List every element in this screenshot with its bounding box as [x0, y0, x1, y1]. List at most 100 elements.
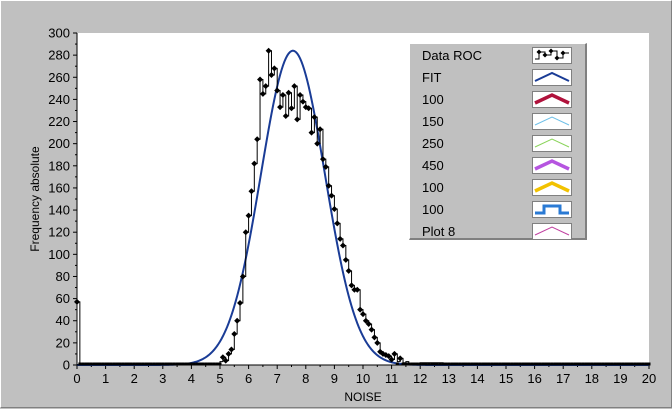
data-roc-point: [195, 362, 199, 366]
data-roc-point: [314, 140, 321, 147]
thick-line-swatch-icon[interactable]: [532, 179, 572, 196]
data-roc-point: [544, 362, 548, 366]
data-roc-point: [288, 105, 295, 112]
data-roc-point: [576, 362, 579, 366]
data-roc-point: [484, 362, 488, 366]
data-roc-point: [596, 362, 600, 366]
data-roc-point: [441, 362, 445, 366]
y-tick-label: 160: [48, 180, 70, 195]
data-roc-point: [207, 362, 211, 366]
legend-item[interactable]: 150: [410, 111, 586, 133]
data-roc-point: [251, 160, 258, 167]
data-roc-point: [228, 346, 235, 353]
legend-item[interactable]: FIT: [410, 67, 586, 89]
fit-swatch-icon[interactable]: [532, 69, 572, 86]
data-roc-point: [453, 362, 457, 366]
data-roc-point: [547, 362, 551, 366]
data-roc-point: [89, 362, 93, 366]
data-roc-point: [427, 362, 431, 366]
data-roc-point: [268, 72, 275, 79]
data-roc-point: [354, 286, 361, 293]
data-roc-point: [391, 350, 398, 357]
x-tick-label: 8: [302, 371, 309, 386]
data-roc-point: [610, 362, 614, 366]
legend-item[interactable]: 100: [410, 89, 586, 111]
x-tick-label: 16: [527, 371, 541, 386]
data-roc-point: [215, 362, 219, 366]
data-roc-point: [234, 317, 241, 324]
data-roc-point: [299, 98, 306, 105]
data-roc-point: [365, 321, 372, 328]
legend-item[interactable]: 250: [410, 133, 586, 155]
data-roc-point: [218, 362, 222, 366]
x-tick-label: 15: [499, 371, 513, 386]
data-roc-point: [415, 362, 419, 366]
data-roc-point: [360, 311, 366, 318]
data-roc-point: [144, 362, 148, 366]
data-roc-swatch-icon[interactable]: [532, 47, 572, 64]
data-roc-point: [473, 362, 477, 366]
data-roc-point: [487, 362, 491, 366]
data-roc-point: [458, 362, 462, 366]
legend-label: Plot 8: [422, 224, 456, 239]
legend-item[interactable]: 450: [410, 155, 586, 177]
data-roc-point: [155, 362, 159, 366]
data-roc-point: [204, 362, 208, 366]
data-roc-point: [178, 362, 182, 366]
data-roc-point: [345, 267, 352, 274]
data-roc-point: [334, 220, 341, 227]
data-roc-point: [328, 192, 335, 199]
thick-line-swatch-icon[interactable]: [532, 91, 572, 108]
data-roc-point: [219, 354, 226, 361]
legend-item[interactable]: 100: [410, 199, 586, 221]
thin-line-swatch-icon[interactable]: [532, 113, 572, 130]
legend-item[interactable]: Data ROC: [410, 45, 586, 67]
data-roc-point: [368, 326, 375, 333]
y-tick-label: 80: [56, 269, 70, 284]
data-roc-point: [129, 362, 133, 366]
data-roc-point: [265, 47, 272, 54]
y-tick-label: 180: [48, 158, 70, 173]
data-roc-point: [245, 212, 252, 219]
data-roc-point: [95, 362, 99, 366]
data-roc-point: [433, 362, 436, 366]
data-roc-point: [524, 362, 528, 366]
data-roc-point: [282, 113, 289, 119]
data-roc-point: [410, 362, 414, 366]
data-roc-point: [624, 362, 628, 366]
data-roc-point: [201, 362, 205, 366]
data-roc-point: [553, 362, 557, 366]
y-axis: 0 20 40 60 80 100 120 140 160 180 200 220 240 260 280 3…: [48, 26, 77, 373]
y-tick-label: 140: [48, 203, 70, 218]
data-roc-point: [106, 362, 110, 366]
data-roc-point: [172, 362, 176, 366]
y-tick-label: 260: [48, 70, 70, 85]
data-roc-point: [412, 362, 416, 366]
data-roc-point: [385, 353, 392, 360]
thin-line-swatch-icon[interactable]: [532, 223, 572, 240]
legend-item[interactable]: 100: [410, 177, 586, 199]
data-roc-point: [430, 362, 434, 366]
legend-item[interactable]: Plot 8: [410, 221, 586, 243]
square-wave-swatch-icon[interactable]: [532, 201, 572, 218]
data-roc-point: [521, 362, 525, 366]
data-roc-point: [109, 362, 113, 366]
x-tick-label: 0: [73, 371, 80, 386]
data-roc-point: [475, 362, 479, 366]
data-roc-point: [633, 362, 637, 366]
data-roc-point: [78, 362, 82, 366]
data-roc-point: [189, 362, 193, 366]
data-roc-point: [86, 362, 90, 366]
thick-line-swatch-icon[interactable]: [532, 157, 572, 174]
data-roc-point: [438, 362, 442, 366]
data-roc-point: [152, 362, 156, 366]
data-roc-point: [81, 362, 85, 366]
data-roc-point: [348, 282, 355, 289]
y-tick-label: 200: [48, 136, 70, 151]
data-roc-point: [638, 362, 642, 366]
thin-line-swatch-icon[interactable]: [532, 135, 572, 152]
data-roc-point: [573, 362, 577, 366]
x-tick-label: 2: [131, 371, 138, 386]
plot-legend[interactable]: Data ROC FIT 100 150 250 450 100 100 Plot 8: [409, 43, 587, 240]
data-roc-point: [558, 362, 562, 366]
